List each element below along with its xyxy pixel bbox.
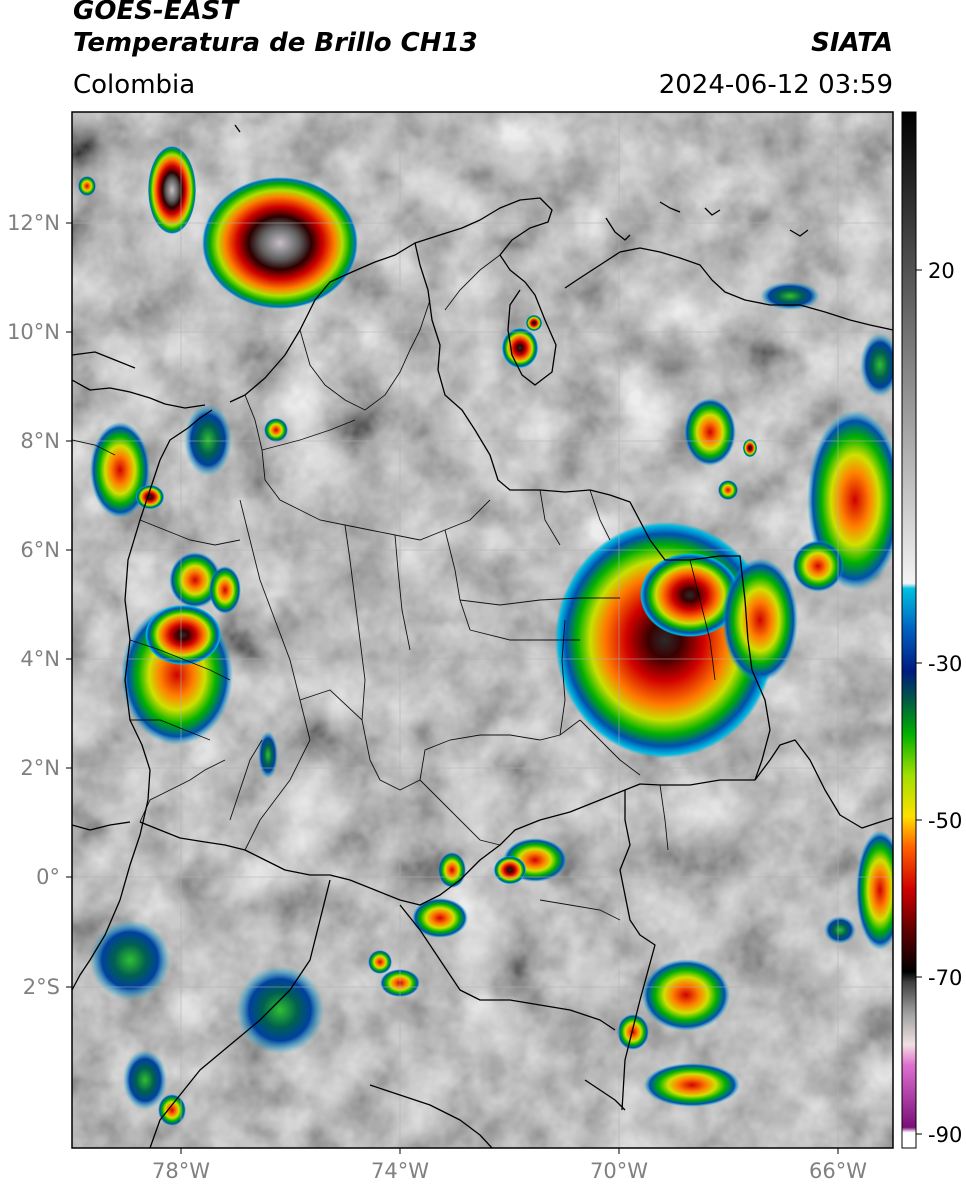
colorbar-tick-minus50: -50 [928, 809, 962, 833]
lat-label-0: 0° [36, 865, 60, 889]
lat-label-2n: 2°N [20, 756, 60, 780]
colorbar-tick-minus70: -70 [928, 966, 962, 990]
lon-label-70w: 70°W [590, 1159, 648, 1183]
provider-label: SIATA [811, 28, 893, 58]
colorbar: 20 -30 -50 -70 -90 [901, 111, 962, 1149]
department-borders [72, 254, 716, 921]
graticule [72, 112, 893, 1148]
lat-label-4n: 4°N [20, 647, 60, 671]
storm-cells [78, 146, 893, 1126]
lat-label-6n: 6°N [20, 538, 60, 562]
country-borders [72, 124, 893, 1148]
satellite-title: GOES-EAST [73, 0, 239, 26]
timestamp-label: 2024-06-12 03:59 [658, 70, 893, 100]
lat-label-12n: 12°N [7, 211, 60, 235]
lon-label-66w: 66°W [809, 1159, 867, 1183]
satellite-image [72, 112, 893, 1148]
colorbar-tick-20: 20 [928, 259, 955, 283]
colorbar-tick-minus30: -30 [928, 652, 962, 676]
lat-label-10n: 10°N [7, 320, 60, 344]
product-title: Temperatura de Brillo CH13 [73, 28, 478, 58]
map-frame [71, 111, 894, 1149]
region-label: Colombia [73, 70, 196, 100]
lat-label-2s: 2°S [23, 975, 60, 999]
lon-label-74w: 74°W [371, 1159, 429, 1183]
axis-ticks [66, 222, 839, 1154]
lat-label-8n: 8°N [20, 429, 60, 453]
colorbar-tick-minus90: -90 [928, 1123, 962, 1147]
lon-label-78w: 78°W [152, 1159, 210, 1183]
colorbar-gradient [901, 111, 917, 1149]
